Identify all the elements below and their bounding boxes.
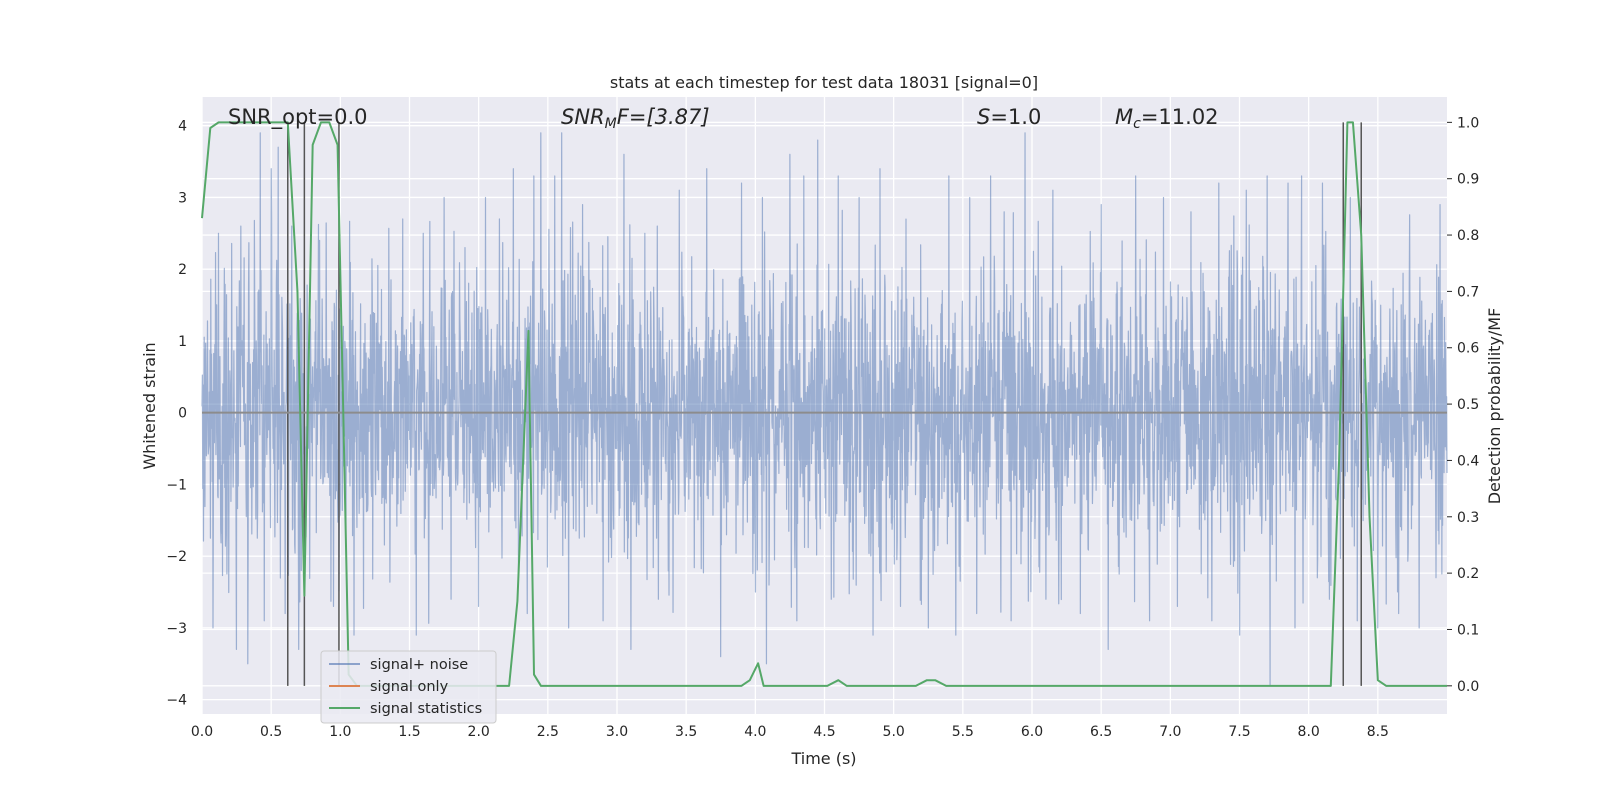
annotation-mc: Mc=11.02 [1115, 105, 1219, 132]
y-right-tick-label: 0.6 [1457, 341, 1479, 357]
annotation-s-italic: S [977, 105, 990, 129]
legend-label-signal-only: signal only [370, 679, 449, 695]
y-left-tick-label: −3 [166, 621, 187, 637]
x-tick-label: 0.5 [260, 724, 282, 740]
x-tick-label: 6.5 [1090, 724, 1112, 740]
x-tick-label: 7.0 [1159, 724, 1181, 740]
legend-label-signal-noise: signal+ noise [370, 657, 468, 673]
y-left-tick-label: 4 [178, 119, 187, 135]
annotation-mc-sub: c [1133, 116, 1141, 132]
x-tick-label: 4.5 [813, 724, 835, 740]
annotation-snr-mf-base: SNR [561, 105, 605, 129]
y-axis-label-right: Detection probability/MF [1485, 308, 1504, 505]
y-right-tick-label: 0.4 [1457, 453, 1479, 469]
x-axis-label: Time (s) [790, 749, 856, 768]
x-tick-label: 1.5 [398, 724, 420, 740]
y-left-tick-label: −4 [166, 693, 187, 709]
x-tick-label: 2.5 [537, 724, 559, 740]
x-tick-label: 0.0 [191, 724, 213, 740]
x-tick-label: 6.0 [1021, 724, 1043, 740]
y-right-tick-label: 0.8 [1457, 228, 1479, 244]
y-axis-label-left: Whitened strain [140, 342, 159, 469]
x-tick-label: 2.0 [468, 724, 490, 740]
annotation-mc-base: M [1115, 105, 1133, 129]
annotation-mc-rest: =11.02 [1141, 105, 1219, 129]
y-right-tick-label: 0.9 [1457, 172, 1479, 188]
y-left-tick-label: 3 [178, 190, 187, 206]
x-tick-label: 7.5 [1228, 724, 1250, 740]
y-right-tick-label: 0.2 [1457, 566, 1479, 582]
legend-box [320, 650, 497, 724]
annotation-snr-mf-rest: F=[3.87] [617, 105, 710, 129]
signal-noise-line [201, 132, 1448, 686]
y-left-tick-label: 2 [178, 262, 187, 278]
annotation-snr-opt: SNR_opt=0.0 [228, 105, 368, 130]
y-right-tick-label: 1.0 [1457, 115, 1479, 131]
y-right-tick-label: 0.5 [1457, 397, 1479, 413]
x-tick-label: 5.0 [883, 724, 905, 740]
legend-label-signal-statistics: signal statistics [370, 701, 482, 717]
legend: signal+ noise signal only signal statist… [320, 650, 497, 724]
annotation-snr-mf: SNRMF=[3.87] [561, 105, 710, 132]
y-right-tick-label: 0.7 [1457, 284, 1479, 300]
noise-series [201, 132, 1448, 686]
x-tick-label: 4.0 [744, 724, 766, 740]
y-right-tick-label: 0.1 [1457, 622, 1479, 638]
y-right-tick-label: 0.3 [1457, 510, 1479, 526]
annotation-snr-mf-sub: M [605, 116, 617, 132]
x-tick-label: 3.0 [606, 724, 628, 740]
y-right-tick-label: 0.0 [1457, 679, 1479, 695]
x-tick-label: 3.5 [675, 724, 697, 740]
x-tick-label: 8.5 [1367, 724, 1389, 740]
x-tick-label: 5.5 [952, 724, 974, 740]
x-tick-label: 8.0 [1298, 724, 1320, 740]
tick-labels: 0.0 0.5 1.0 1.5 2.0 2.5 3.0 3.5 4.0 4.5 5.0 5.5 6.0 6… [166, 115, 1479, 740]
annotation-s-rest: =1.0 [990, 105, 1041, 129]
annotation-s: S=1.0 [977, 105, 1041, 129]
x-tick-label: 1.0 [329, 724, 351, 740]
y-left-tick-label: −2 [166, 549, 187, 565]
signal-statistics-series [201, 121, 1447, 687]
chart-title: stats at each timestep for test data 180… [610, 73, 1038, 92]
y-left-tick-label: −1 [166, 477, 187, 493]
vertical-markers [287, 122, 1362, 686]
y-left-tick-label: 1 [178, 334, 187, 350]
y-left-tick-label: 0 [178, 406, 187, 422]
signal-statistics-line [201, 121, 1447, 687]
